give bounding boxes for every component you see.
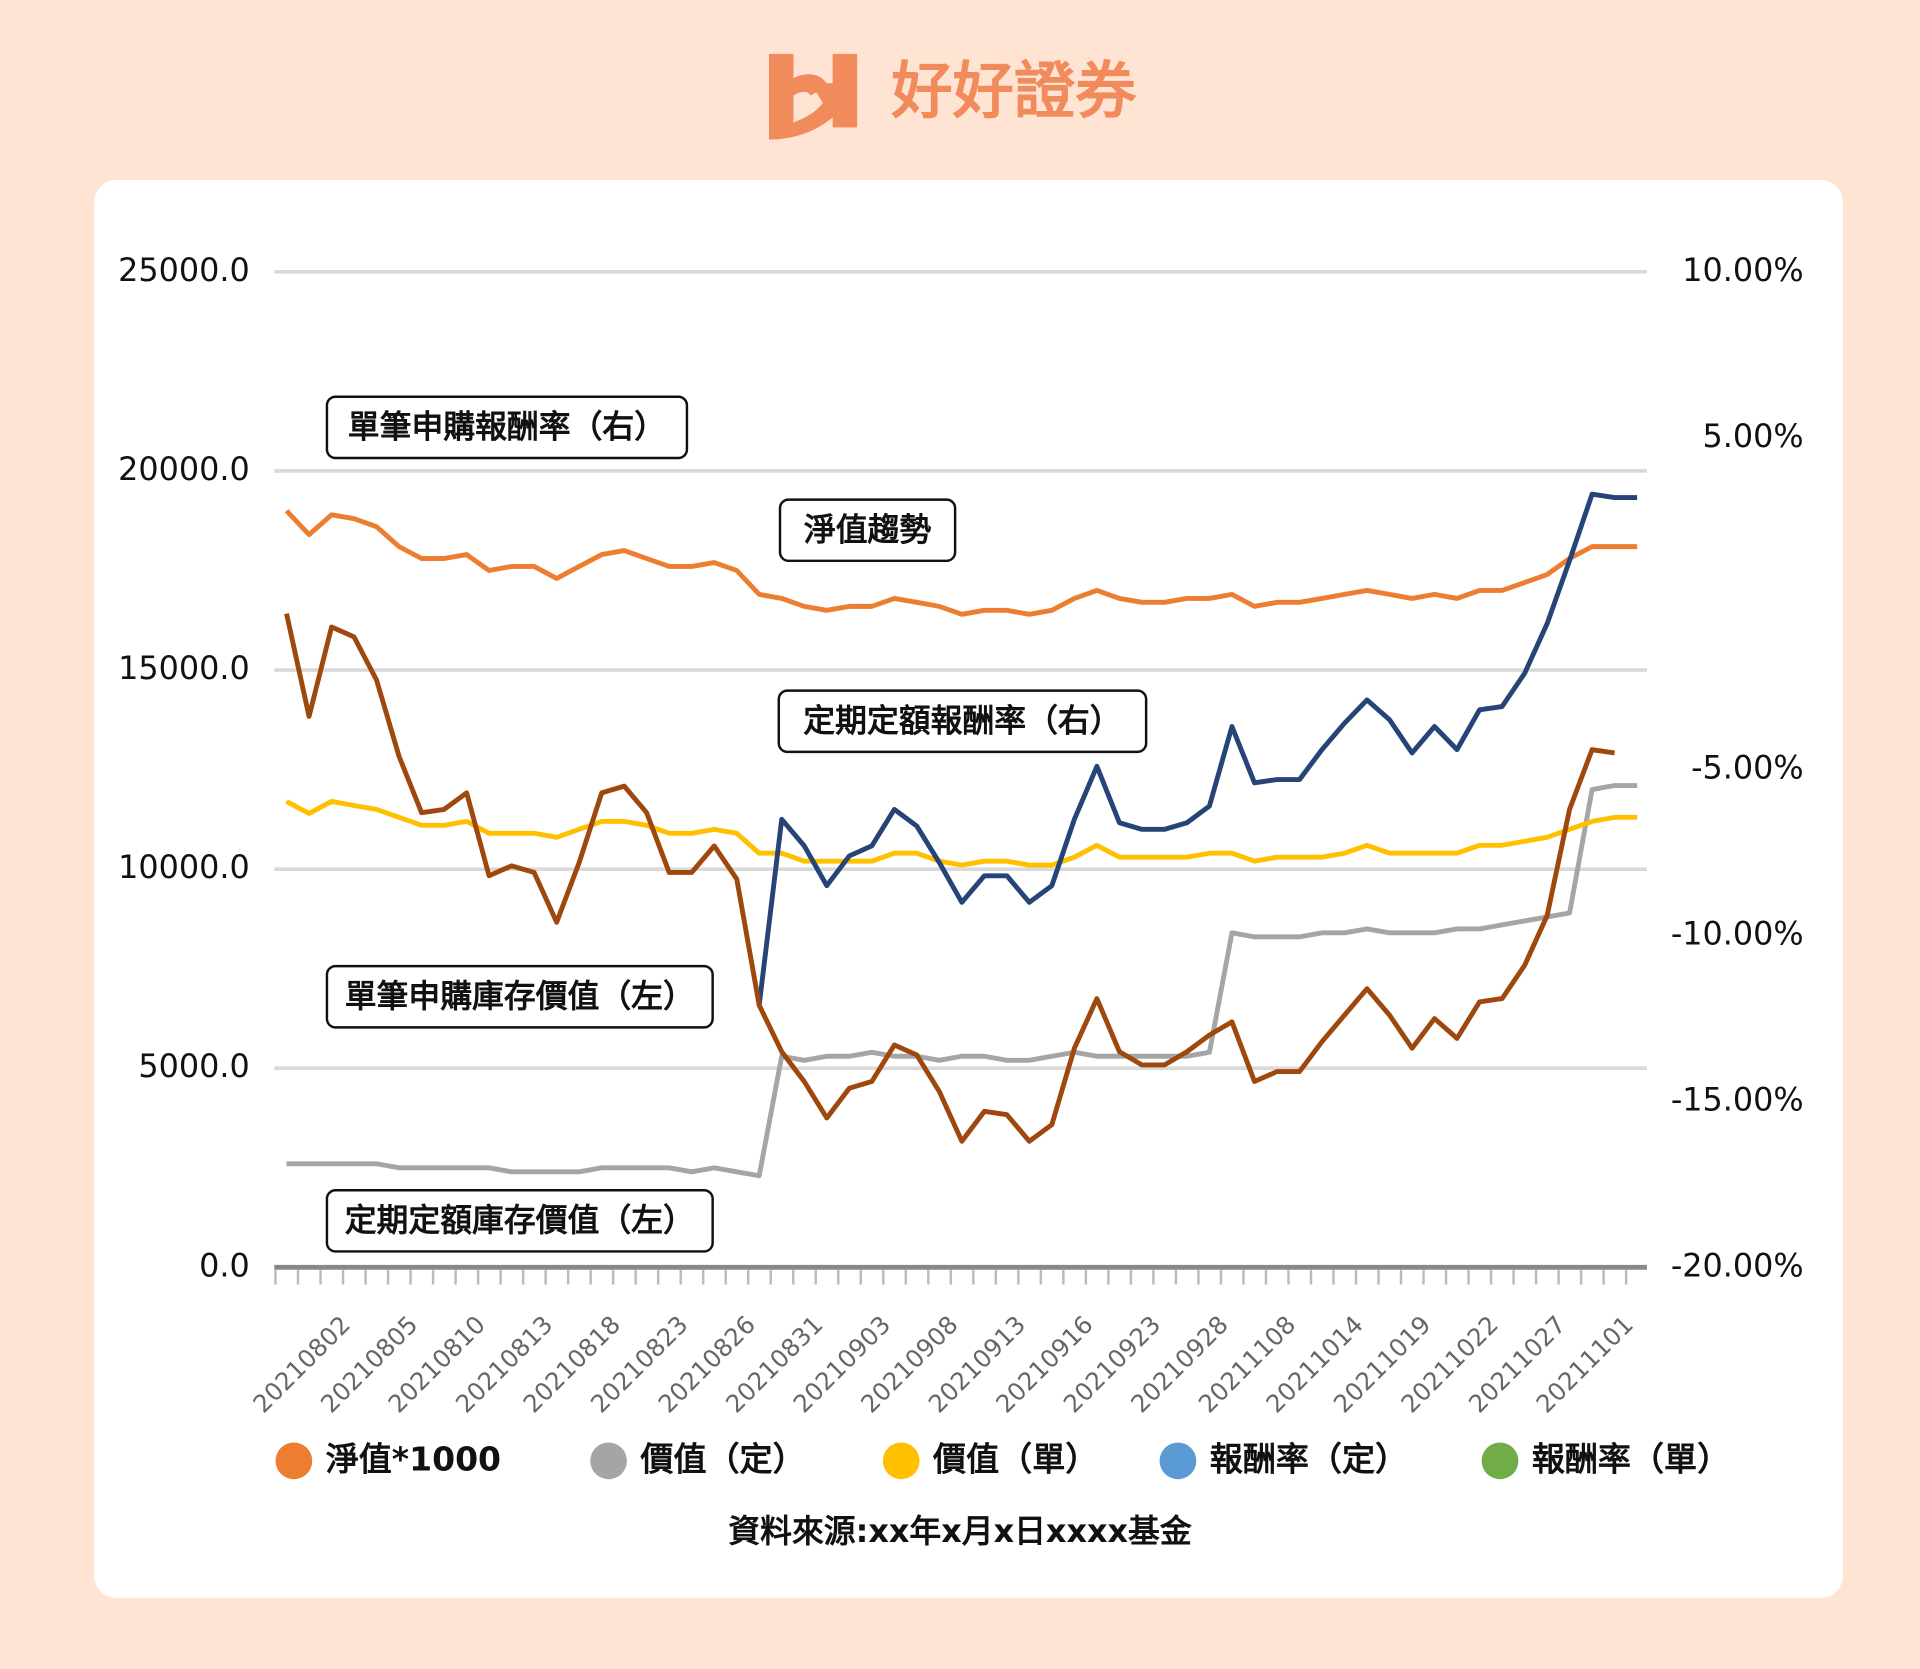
annotation-box xyxy=(325,395,689,460)
annotation-box xyxy=(778,498,957,563)
series-line xyxy=(285,798,1638,868)
annotation: 淨值趨勢 xyxy=(804,510,931,548)
brand-name: 好好證券 xyxy=(890,56,1137,127)
annotation-box xyxy=(777,689,1148,754)
legend-swatch xyxy=(590,1442,627,1480)
legend-swatch xyxy=(882,1442,920,1480)
series-line xyxy=(756,491,1638,1006)
annotation: 單筆申購報酬率（右） xyxy=(348,408,666,446)
y2-tick-label: -20.00% xyxy=(1671,1246,1804,1284)
source-note: 資料來源:xx年x月x日xxxx基金 xyxy=(728,1512,1192,1550)
legend-label: 報酬率（定） xyxy=(1210,1439,1408,1478)
legend-label: 價值（單） xyxy=(932,1439,1098,1478)
legend-swatch xyxy=(275,1442,313,1480)
y2-tick-label: -10.00% xyxy=(1671,915,1804,953)
y2-tick-label: 5.00% xyxy=(1703,417,1804,455)
series-line xyxy=(286,783,1638,1179)
legend-label: 淨值*1000 xyxy=(326,1439,501,1478)
annotation: 定期定額報酬率（右） xyxy=(803,701,1121,739)
y-tick-label: 5000.0 xyxy=(138,1047,249,1085)
annotation: 定期定額庫存價值（左） xyxy=(345,1201,695,1239)
y2-tick-label: -5.00% xyxy=(1691,749,1804,787)
legend-label: 價值（定） xyxy=(639,1439,805,1478)
legend-swatch xyxy=(1159,1442,1197,1480)
y-tick-label: 25000.0 xyxy=(118,251,250,289)
annotation: 單筆申購庫存價值（左） xyxy=(345,977,695,1015)
legend-label: 報酬率（單） xyxy=(1532,1439,1730,1478)
annotation-box xyxy=(325,1188,714,1253)
plot-area: 0.0 5000.0 10000.0 15000.0 20000.0 25000.0 -20… xyxy=(118,251,1804,1480)
annotation-box xyxy=(325,964,714,1029)
legend-swatch xyxy=(1481,1442,1519,1480)
y2-tick-label: 10.00% xyxy=(1682,251,1803,289)
y-tick-label: 0.0 xyxy=(199,1246,250,1284)
logo-icon xyxy=(768,53,858,140)
y-tick-label: 20000.0 xyxy=(118,450,250,488)
series-line xyxy=(284,509,1638,617)
y-tick-label: 15000.0 xyxy=(118,649,250,687)
y2-tick-label: -15.00% xyxy=(1671,1080,1804,1118)
series-line xyxy=(284,613,1615,1144)
y-tick-label: 10000.0 xyxy=(118,848,250,886)
